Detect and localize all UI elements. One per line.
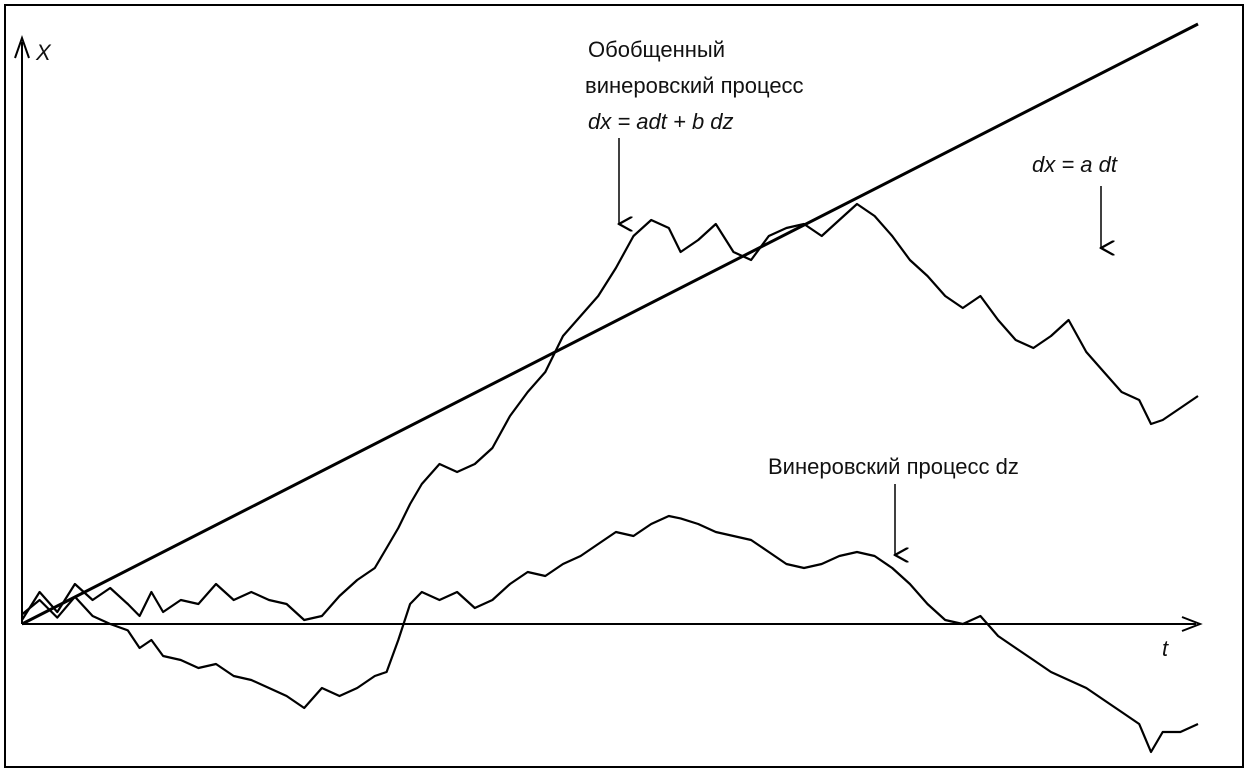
chart-frame: [4, 4, 1244, 768]
x-axis-arrow-icon: [1181, 616, 1203, 632]
wiener-label: Винеровский процесс dz: [768, 454, 1019, 479]
y-axis-arrow-icon: [14, 34, 30, 59]
series-line-generalized: [21, 202, 1199, 622]
x-axis-label: t: [1162, 636, 1169, 661]
series-line-drift: [21, 22, 1199, 626]
series-line-wiener: [21, 514, 1199, 754]
drift-formula: dx = a dt: [1032, 152, 1118, 177]
generalized-label-line2: винеровский процесс: [585, 73, 804, 98]
y-axis-label: X: [35, 40, 52, 65]
series-layer: [21, 22, 1199, 754]
generalized-label-line1: Обобщенный: [588, 37, 725, 62]
generalized-formula: dx = adt + b dz: [588, 109, 734, 134]
